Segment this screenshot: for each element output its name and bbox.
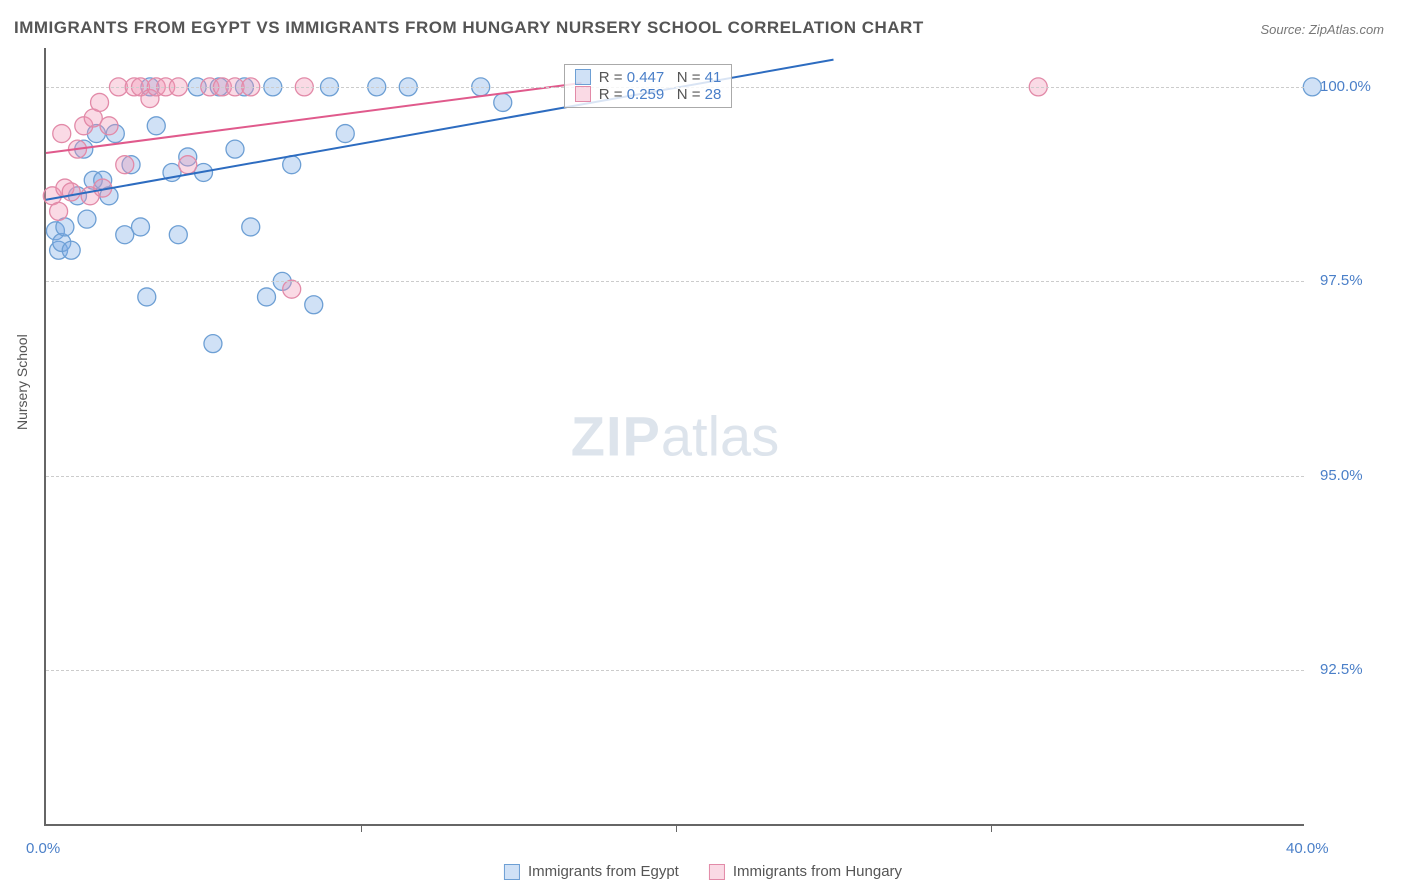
stats-row: R = 0.447 N = 41 xyxy=(575,69,722,86)
data-point xyxy=(204,335,222,353)
y-axis-label: Nursery School xyxy=(14,334,30,430)
x-tick-label: 40.0% xyxy=(1286,840,1329,857)
grid-line xyxy=(46,670,1304,671)
stats-text: R = 0.447 N = 41 xyxy=(599,69,722,86)
data-point xyxy=(242,218,260,236)
data-point xyxy=(305,296,323,314)
data-point xyxy=(62,183,80,201)
x-tick-label: 0.0% xyxy=(26,840,60,857)
data-point xyxy=(494,93,512,111)
y-tick-label: 95.0% xyxy=(1320,467,1363,484)
data-point xyxy=(132,218,150,236)
legend-bottom: Immigrants from Egypt Immigrants from Hu… xyxy=(504,863,902,880)
data-point xyxy=(50,202,68,220)
grid-line xyxy=(46,476,1304,477)
data-point xyxy=(336,125,354,143)
data-point xyxy=(91,93,109,111)
data-point xyxy=(78,210,96,228)
legend-item-hungary: Immigrants from Hungary xyxy=(709,863,902,880)
data-point xyxy=(179,156,197,174)
stats-swatch xyxy=(575,69,591,85)
legend-swatch-hungary xyxy=(709,864,725,880)
legend-swatch-egypt xyxy=(504,864,520,880)
x-tick-mark xyxy=(991,824,992,832)
data-point xyxy=(138,288,156,306)
source-attribution: Source: ZipAtlas.com xyxy=(1260,22,1384,37)
x-tick-mark xyxy=(676,824,677,832)
x-tick-mark xyxy=(361,824,362,832)
data-point xyxy=(283,156,301,174)
stats-swatch xyxy=(575,86,591,102)
y-tick-label: 100.0% xyxy=(1320,78,1371,95)
legend-label-hungary: Immigrants from Hungary xyxy=(733,863,902,880)
stats-row: R = 0.259 N = 28 xyxy=(575,86,722,103)
data-point xyxy=(283,280,301,298)
data-point xyxy=(53,125,71,143)
chart-title: IMMIGRANTS FROM EGYPT VS IMMIGRANTS FROM… xyxy=(14,18,924,38)
data-point xyxy=(116,156,134,174)
data-point xyxy=(147,117,165,135)
chart-svg xyxy=(46,48,1304,824)
data-point xyxy=(169,226,187,244)
data-point xyxy=(100,117,118,135)
legend-label-egypt: Immigrants from Egypt xyxy=(528,863,679,880)
y-tick-label: 97.5% xyxy=(1320,272,1363,289)
plot-area: ZIPatlas xyxy=(44,48,1304,826)
data-point xyxy=(62,241,80,259)
y-tick-label: 92.5% xyxy=(1320,661,1363,678)
data-point xyxy=(258,288,276,306)
data-point xyxy=(226,140,244,158)
stats-text: R = 0.259 N = 28 xyxy=(599,86,722,103)
legend-item-egypt: Immigrants from Egypt xyxy=(504,863,679,880)
data-point xyxy=(1303,78,1321,96)
stats-box: R = 0.447 N = 41R = 0.259 N = 28 xyxy=(564,64,733,108)
grid-line xyxy=(46,281,1304,282)
